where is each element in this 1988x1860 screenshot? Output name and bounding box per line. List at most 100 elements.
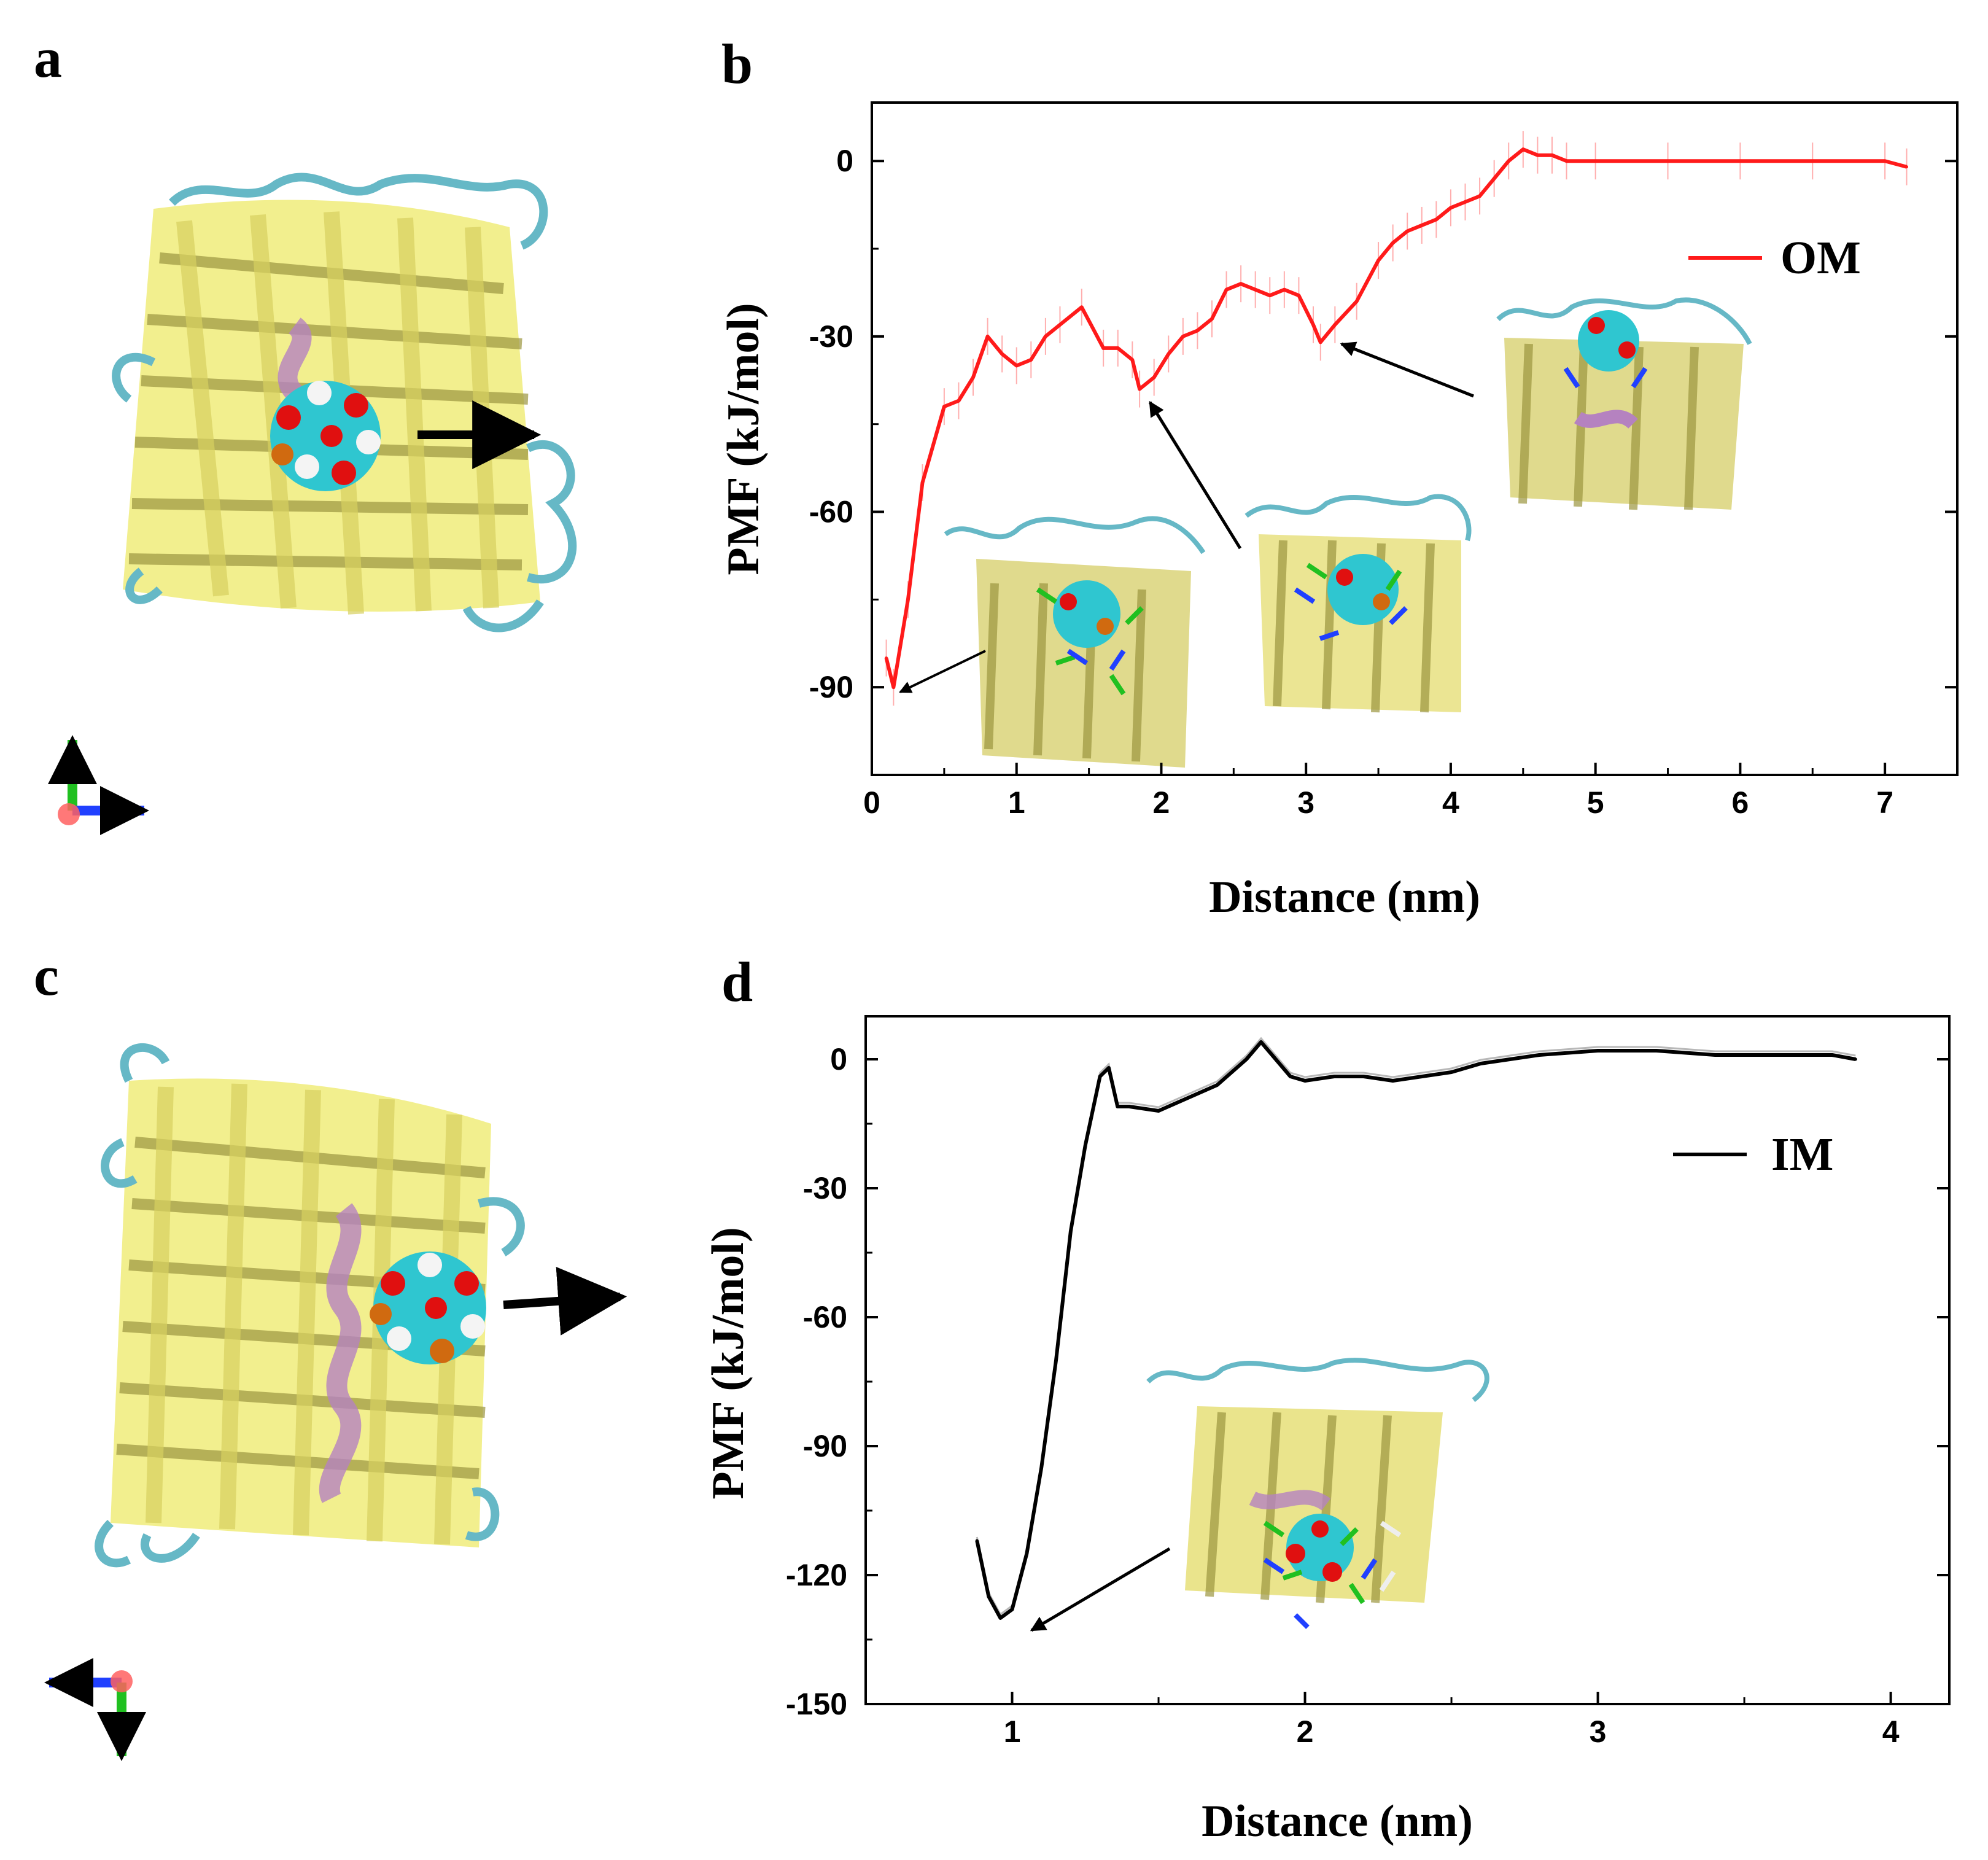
chart-b-xtick-label: 2	[1153, 785, 1170, 820]
panel-letter-b: b	[721, 33, 753, 95]
loops-c	[95, 1043, 525, 1568]
chart-b-data-point	[1355, 300, 1359, 303]
chart-d-ylabel: PMF (kJ/mol)	[703, 1227, 753, 1499]
chart-b-data-point	[1811, 159, 1814, 163]
chart-b-data-point	[906, 597, 910, 601]
chart-d-plot: 1 2 3 4 0 -30 -60 -90 -120 -150	[786, 1037, 1949, 1749]
chart-b-data-point	[1268, 294, 1272, 297]
chart-d-xtick-label: 2	[1297, 1714, 1314, 1749]
chart-d-xtick-label: 4	[1882, 1714, 1900, 1749]
chart-b-data-point	[891, 685, 895, 689]
chart-b-data-point	[1283, 288, 1286, 292]
chart-b-data-point	[1550, 154, 1554, 157]
chart-b-xtick-label: 5	[1587, 785, 1604, 820]
chart-d-data-point	[1054, 1358, 1058, 1362]
chart-b-ytick-label: -60	[809, 495, 853, 529]
chart-b-plot: 0 1 2 3 4 5 6 7 0 -30 -60 -90	[809, 131, 1957, 820]
chart-b-data-point	[1507, 159, 1510, 163]
chart-b-data-point	[1311, 323, 1315, 327]
chart-b-pointer-1	[899, 650, 986, 693]
chart-d-xlabel: Distance (nm)	[1202, 1796, 1473, 1846]
chart-b-ytick-label: -30	[809, 319, 853, 354]
chart-b-data-point	[1391, 241, 1395, 245]
chart-b-pointer-2	[1148, 400, 1242, 550]
chart-b-ytick-label: 0	[836, 144, 853, 178]
chart-d-data-point	[1215, 1083, 1219, 1087]
chart-b-legend: OM	[1688, 232, 1861, 284]
chart-d-data-point	[1025, 1552, 1028, 1555]
chart-b-data-point	[1116, 346, 1120, 350]
chart-d-data-point	[998, 1616, 1002, 1620]
chart-b-data-point	[1101, 346, 1105, 350]
chart-b-xlabel: Distance (nm)	[1209, 872, 1480, 922]
chart-b-data-point	[1181, 335, 1185, 338]
chart-d-data-point	[1362, 1075, 1365, 1078]
chart-d-ytick-label: -150	[786, 1687, 847, 1721]
chart-d-data-point	[1039, 1466, 1043, 1469]
chart-b-xtick-label: 3	[1297, 785, 1314, 820]
protein-illustration-c	[44, 1043, 627, 1761]
chart-d-data-point	[1098, 1075, 1102, 1078]
chart-d-data-point	[975, 1539, 979, 1543]
chart-d-data-point	[1596, 1049, 1600, 1053]
panel-letter-d: d	[721, 951, 753, 1013]
chart-b-pointer-3	[1340, 341, 1474, 398]
chart-b-frame	[871, 101, 1959, 776]
chart-d-legend-label: IM	[1771, 1129, 1833, 1180]
chart-d-data-point	[1854, 1057, 1857, 1061]
chart-b-data-point	[1478, 194, 1481, 198]
chart-d-frame	[864, 1015, 1951, 1705]
chart-b-data-point	[986, 335, 990, 338]
chart-b-data-point	[957, 399, 960, 403]
chart-d-pointer	[1030, 1547, 1171, 1632]
chart-d-data-point	[1244, 1057, 1248, 1061]
chart-d-ytick-label: -30	[803, 1171, 847, 1205]
chart-b-data-point	[1080, 305, 1084, 309]
chart-b-ylabel: PMF (kJ/mol)	[718, 303, 769, 575]
chart-d-legend: IM	[1673, 1129, 1833, 1180]
chart-d-data-point	[1069, 1229, 1073, 1233]
chart-b-data-point	[1333, 323, 1337, 327]
chart-b-data-point	[1195, 329, 1199, 332]
chart-d-data-point	[1084, 1143, 1087, 1147]
chart-d-data-point	[1508, 1057, 1512, 1061]
chart-b-data-point	[971, 376, 975, 379]
chart-d-data-point	[1011, 1608, 1014, 1611]
loops-a	[112, 173, 577, 632]
chart-b-data-point	[1905, 165, 1908, 169]
chart-b-data-point	[1405, 229, 1409, 233]
chart-b-data-point	[1376, 259, 1380, 262]
direction-arrow-c	[503, 1267, 627, 1336]
chart-b-data-point	[1738, 159, 1742, 163]
chart-b-xtick-label: 6	[1731, 785, 1749, 820]
chart-b-data-point	[1420, 224, 1424, 227]
chart-b-data-point	[1536, 154, 1539, 157]
chart-b-data-point	[1464, 200, 1467, 204]
chart-b-xtick-label: 7	[1876, 785, 1893, 820]
chart-d-data-point	[1289, 1075, 1292, 1078]
chart-d-data-point	[1157, 1109, 1160, 1113]
chart-d-data-point	[1259, 1040, 1263, 1044]
chart-b-xtick-label: 1	[1008, 785, 1025, 820]
chart-b-xtick-label: 0	[863, 785, 880, 820]
panel-letter-a: a	[34, 26, 62, 89]
chart-b-data-point	[1210, 317, 1214, 321]
chart-d-data-point	[1274, 1057, 1278, 1061]
chart-b-data-point	[1029, 358, 1033, 362]
chart-b-data-point	[1883, 159, 1887, 163]
chart-d-data-point	[1450, 1070, 1453, 1074]
chart-d-data-point	[1772, 1053, 1776, 1057]
chart-d-data-point	[1332, 1075, 1336, 1078]
chart-b-data-point	[1225, 288, 1229, 292]
chart-d-ytick-label: 0	[830, 1042, 847, 1076]
panel-letter-c: c	[34, 944, 59, 1007]
chart-b-data-point	[1239, 282, 1243, 286]
chart-b-data-point	[1044, 335, 1047, 338]
chart-b-data-point	[1130, 358, 1134, 362]
chart-d-data-point	[1127, 1105, 1131, 1108]
chart-d-data-point	[1116, 1105, 1119, 1108]
chart-d-data-point	[1479, 1062, 1483, 1065]
chart-b-inset-structure-1	[944, 516, 1206, 768]
chart-b-data-point	[1138, 387, 1141, 391]
nanoparticle-a	[270, 381, 381, 491]
